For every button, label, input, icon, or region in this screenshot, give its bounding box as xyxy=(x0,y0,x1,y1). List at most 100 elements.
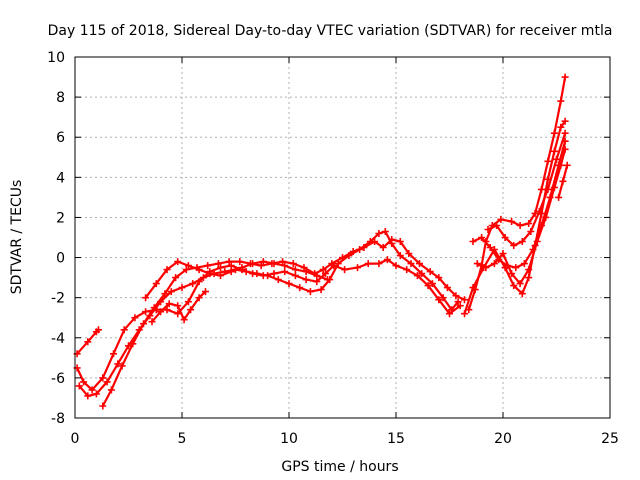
series-track-5 xyxy=(142,258,331,302)
series-track-4 xyxy=(99,236,468,410)
x-tick-label: 20 xyxy=(494,431,512,447)
data-point-marker xyxy=(157,308,165,316)
data-point-marker xyxy=(516,280,524,288)
data-point-marker xyxy=(259,258,267,266)
data-point-marker xyxy=(270,260,278,268)
data-point-marker xyxy=(413,272,421,280)
data-point-marker xyxy=(319,266,327,274)
series-trace xyxy=(486,132,567,247)
data-point-marker xyxy=(473,260,481,268)
grid xyxy=(75,57,610,418)
y-axis-label: SDTVAR / TECUs xyxy=(9,180,25,295)
data-point-marker xyxy=(148,318,156,326)
data-point-marker xyxy=(520,260,528,268)
data-point-marker xyxy=(469,284,477,292)
data-point-marker xyxy=(360,244,368,251)
data-point-marker xyxy=(165,300,173,308)
data-point-marker xyxy=(561,129,569,137)
data-point-marker xyxy=(516,222,524,229)
data-point-marker xyxy=(274,276,282,284)
data-point-marker xyxy=(557,161,565,169)
data-point-marker xyxy=(270,270,278,278)
y-tick-label: 8 xyxy=(56,90,65,106)
data-point-marker xyxy=(199,274,207,282)
data-point-marker xyxy=(535,207,543,215)
data-point-marker xyxy=(99,402,107,410)
data-point-marker xyxy=(187,306,195,314)
chart-title: Day 115 of 2018, Sidereal Day-to-day VTE… xyxy=(48,23,613,39)
series-track-12 xyxy=(555,161,571,201)
data-point-marker xyxy=(341,266,349,274)
data-point-marker xyxy=(174,258,182,266)
data-point-marker xyxy=(257,262,265,270)
series-track-6 xyxy=(148,288,209,326)
y-tick-label: 10 xyxy=(47,50,65,66)
data-point-marker xyxy=(103,378,111,386)
data-point-marker xyxy=(371,238,379,245)
data-point-marker xyxy=(443,284,451,292)
data-point-marker xyxy=(227,262,235,270)
series-track-10 xyxy=(484,129,569,249)
data-point-marker xyxy=(392,262,400,270)
data-point-marker xyxy=(555,193,563,201)
data-point-marker xyxy=(525,220,533,227)
ticks: 0 5 10 15 20 25 -8 -6 -4 -2 0 2 4 6 8 10 xyxy=(47,50,619,447)
data-point-marker xyxy=(202,288,209,296)
data-point-marker xyxy=(518,290,526,298)
data-point-marker xyxy=(174,310,182,318)
series-track-2 xyxy=(73,256,464,394)
data-point-marker xyxy=(563,161,571,169)
data-point-marker xyxy=(291,272,299,280)
data-point-marker xyxy=(84,338,92,346)
data-point-marker xyxy=(490,260,498,268)
data-point-marker xyxy=(428,280,436,288)
data-point-marker xyxy=(195,266,203,274)
series-group xyxy=(73,73,571,410)
data-point-marker xyxy=(379,244,387,251)
data-point-marker xyxy=(544,185,552,193)
data-point-marker xyxy=(339,254,346,262)
y-tick-label: -4 xyxy=(51,331,65,347)
y-tick-label: -6 xyxy=(51,371,65,387)
data-point-marker xyxy=(249,260,257,268)
y-tick-label: -2 xyxy=(51,291,65,307)
data-point-marker xyxy=(435,274,443,282)
data-point-marker xyxy=(446,310,453,318)
data-point-marker xyxy=(281,262,289,270)
data-point-marker xyxy=(508,218,516,225)
data-point-marker xyxy=(484,226,492,233)
data-point-marker xyxy=(538,185,545,193)
data-point-marker xyxy=(129,340,137,348)
data-point-marker xyxy=(313,278,321,286)
data-point-marker xyxy=(180,316,188,324)
data-point-marker xyxy=(542,213,550,221)
data-point-marker xyxy=(110,350,117,358)
data-point-marker xyxy=(550,183,558,191)
data-point-marker xyxy=(88,386,96,394)
data-point-marker xyxy=(388,236,396,243)
data-point-marker xyxy=(550,129,558,137)
series-trace xyxy=(150,290,207,323)
x-axis-label: GPS time / hours xyxy=(281,459,398,475)
data-point-marker xyxy=(405,250,413,257)
data-point-marker xyxy=(508,270,516,278)
data-point-marker xyxy=(381,228,389,235)
data-point-marker xyxy=(152,280,160,288)
series-track-11 xyxy=(473,145,569,288)
data-point-marker xyxy=(461,296,468,304)
data-point-marker xyxy=(238,264,246,272)
data-point-marker xyxy=(302,268,310,276)
y-tick-label: 4 xyxy=(56,170,65,186)
data-point-marker xyxy=(163,266,171,274)
data-point-marker xyxy=(178,284,186,292)
data-point-marker xyxy=(204,262,212,270)
data-point-marker xyxy=(131,314,139,322)
x-tick-label: 10 xyxy=(280,431,298,447)
data-point-marker xyxy=(227,268,235,276)
data-point-marker xyxy=(561,117,569,125)
data-point-marker xyxy=(217,264,224,272)
data-point-marker xyxy=(527,228,535,235)
data-point-marker xyxy=(264,272,272,280)
data-point-marker xyxy=(206,270,214,278)
data-point-marker xyxy=(174,302,182,310)
